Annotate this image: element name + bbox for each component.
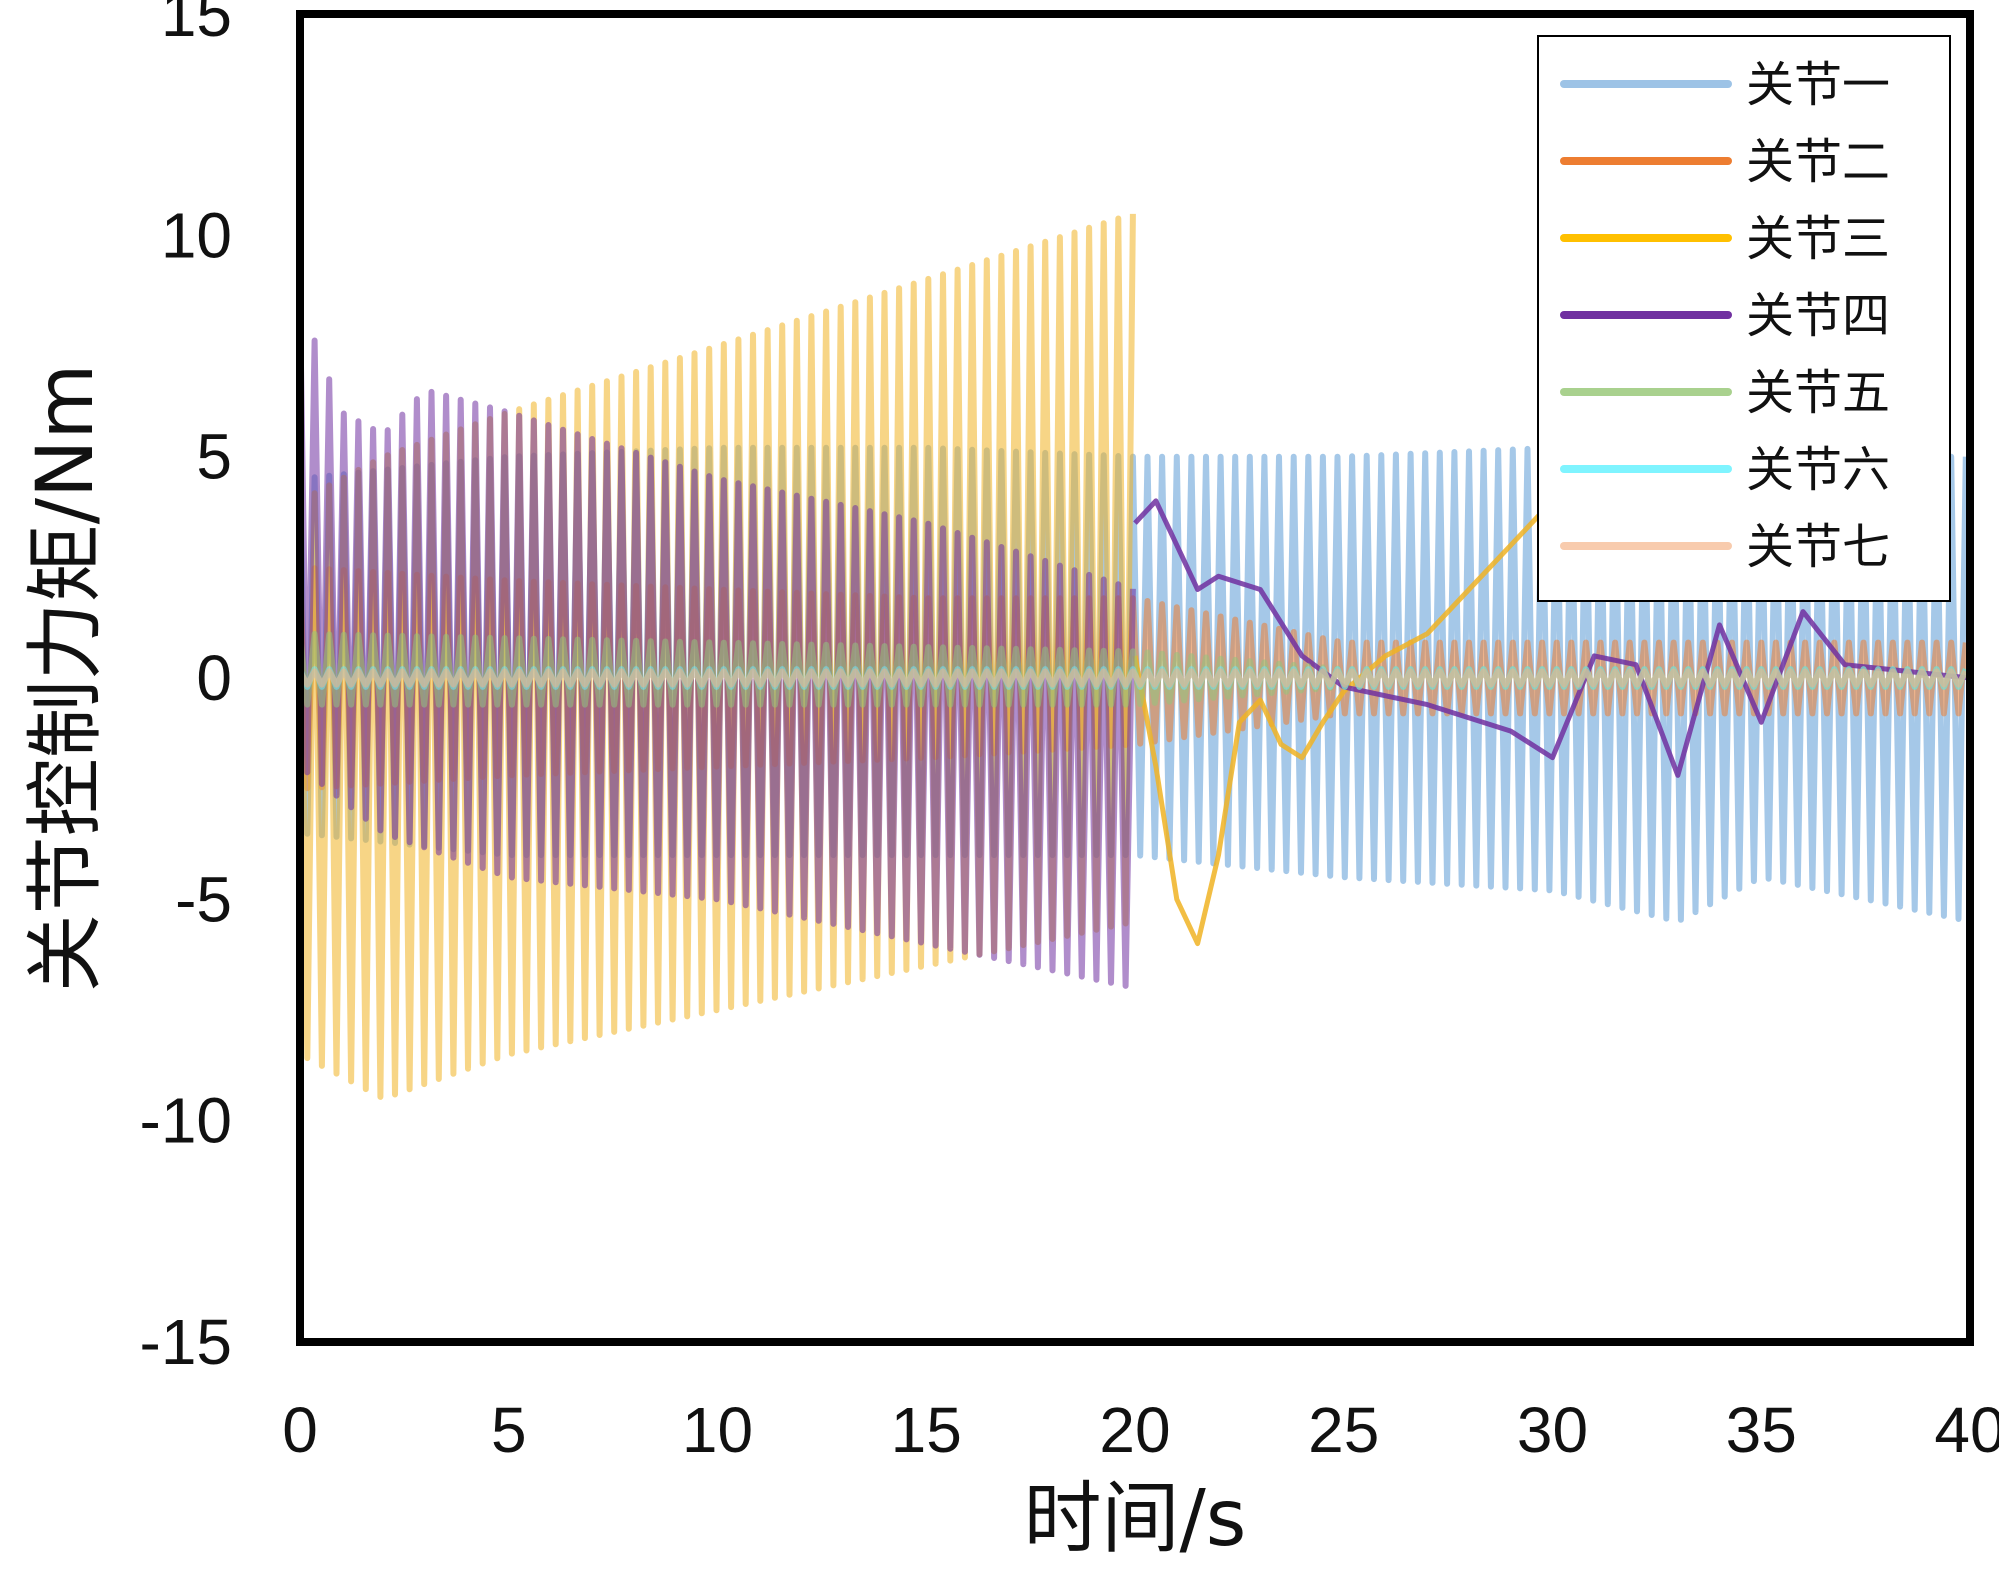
legend-item: 关节七 bbox=[1560, 519, 1890, 575]
series-4 bbox=[1132, 463, 1637, 947]
x-tick-label: 40 bbox=[1934, 1394, 1999, 1466]
series-6 bbox=[1133, 498, 1970, 778]
x-tick-label: 5 bbox=[491, 1394, 527, 1466]
y-axis-title: 关节控制力矩/Nm bbox=[21, 364, 111, 993]
y-tick-label: 0 bbox=[196, 642, 232, 714]
y-tick-labels: 15 10 5 0 -5 -10 -15 bbox=[140, 0, 233, 1378]
x-tick-label: 35 bbox=[1726, 1394, 1797, 1466]
legend-label: 关节五 bbox=[1746, 365, 1890, 421]
x-tick-label: 10 bbox=[682, 1394, 753, 1466]
y-tick-label: 15 bbox=[161, 0, 232, 50]
legend-label: 关节三 bbox=[1746, 211, 1890, 267]
legend-item: 关节六 bbox=[1560, 442, 1890, 498]
series-5 bbox=[300, 301, 1136, 989]
y-tick-label: -5 bbox=[175, 863, 232, 935]
series-line bbox=[1133, 498, 1970, 778]
legend-item: 关节三 bbox=[1560, 211, 1890, 267]
y-tick-label: -15 bbox=[140, 1306, 233, 1378]
y-tick-label: -10 bbox=[140, 1085, 233, 1157]
legend-label: 关节四 bbox=[1746, 288, 1890, 344]
x-tick-label: 25 bbox=[1308, 1394, 1379, 1466]
legend-label: 关节二 bbox=[1746, 134, 1890, 190]
series-9 bbox=[300, 668, 1969, 688]
x-axis-title: 时间/s bbox=[1024, 1474, 1247, 1564]
series-line bbox=[1132, 463, 1637, 947]
plot-border bbox=[296, 10, 1974, 1346]
series-trace bbox=[300, 301, 1136, 989]
series-layer bbox=[300, 213, 1970, 1100]
legend-label: 关节一 bbox=[1746, 57, 1890, 113]
y-tick-label: 5 bbox=[196, 421, 232, 493]
x-tick-label: 20 bbox=[1099, 1394, 1170, 1466]
legend-item: 关节四 bbox=[1560, 288, 1890, 344]
y-tick-label: 10 bbox=[161, 199, 232, 271]
legend-label: 关节七 bbox=[1746, 519, 1890, 575]
x-tick-label: 0 bbox=[282, 1394, 318, 1466]
x-tick-labels: 0 5 10 15 20 25 30 35 40 bbox=[282, 1394, 1999, 1466]
legend-item: 关节一 bbox=[1560, 57, 1890, 113]
legend-item: 关节二 bbox=[1560, 134, 1890, 190]
legend-label: 关节六 bbox=[1746, 442, 1890, 498]
x-tick-label: 15 bbox=[891, 1394, 962, 1466]
series-trace bbox=[300, 668, 1969, 688]
x-tick-label: 30 bbox=[1517, 1394, 1588, 1466]
legend-item: 关节五 bbox=[1560, 365, 1890, 421]
plot-frame bbox=[296, 10, 1974, 1346]
